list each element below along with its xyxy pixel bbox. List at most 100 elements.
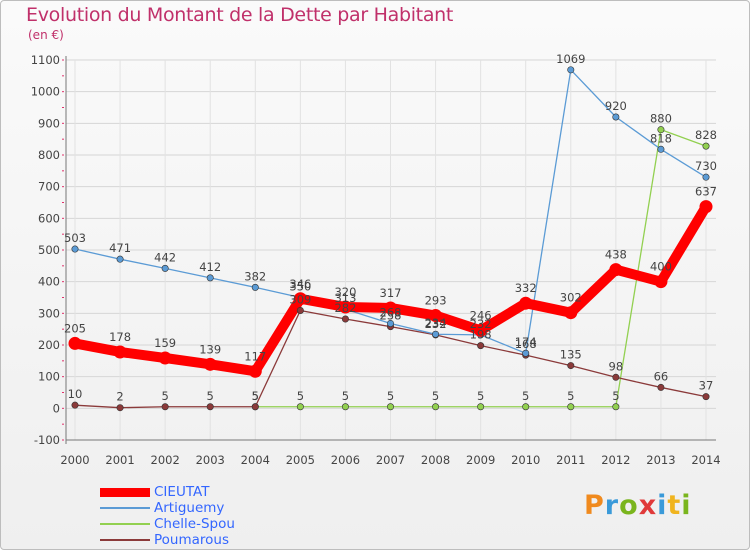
data-point-poumarous	[657, 383, 665, 391]
legend-swatch	[100, 488, 150, 497]
data-label-artiguemy: 730	[695, 159, 717, 173]
chart-unit-label: (en €)	[28, 28, 64, 42]
data-label-artiguemy: 234	[425, 316, 447, 330]
y-tick-label: 700	[38, 180, 60, 194]
data-label-chelle-spou: 5	[567, 389, 574, 403]
data-point-cieutat	[474, 323, 488, 337]
chart-title: Evolution du Montant de la Dette par Hab…	[26, 4, 454, 26]
data-label-poumarous: 98	[609, 359, 624, 373]
data-label-cieutat: 139	[199, 342, 221, 356]
legend-item-cieutat: CIEUTAT	[100, 484, 300, 500]
data-label-cieutat: 302	[560, 291, 582, 305]
legend-label: Chelle-Spou	[154, 516, 235, 532]
data-point-chelle-spou	[522, 403, 530, 411]
legend-swatch	[100, 539, 150, 541]
data-label-chelle-spou: 5	[432, 389, 439, 403]
data-label-cieutat: 205	[64, 321, 86, 335]
data-label-cieutat: 400	[650, 260, 672, 274]
data-point-artiguemy	[206, 274, 214, 282]
x-tick-label: 2014	[691, 453, 720, 467]
data-label-cieutat: 159	[154, 336, 176, 350]
legend-item-artiguemy: Artiguemy	[100, 500, 300, 516]
data-label-chelle-spou: 5	[252, 389, 259, 403]
data-label-poumarous: 309	[289, 292, 311, 306]
data-point-poumarous	[702, 393, 710, 401]
data-point-poumarous	[71, 401, 79, 409]
data-label-poumarous: 10	[68, 387, 83, 401]
x-tick-label: 2006	[331, 453, 360, 467]
data-point-poumarous	[477, 342, 485, 350]
y-tick-label: 1100	[31, 53, 60, 67]
data-point-cieutat	[158, 351, 172, 365]
data-label-artiguemy: 174	[515, 335, 537, 349]
data-point-artiguemy	[567, 66, 575, 74]
data-label-poumarous: 168	[515, 337, 537, 351]
data-point-cieutat	[429, 309, 443, 323]
data-label-artiguemy: 920	[605, 99, 627, 113]
data-point-cieutat	[293, 292, 307, 306]
data-label-poumarous: 258	[380, 309, 402, 323]
data-point-cieutat	[519, 296, 533, 310]
data-point-poumarous	[161, 403, 169, 411]
x-tick-label: 2002	[151, 453, 180, 467]
data-label-chelle-spou: 828	[695, 128, 717, 142]
y-tick-label: 1000	[31, 85, 60, 99]
data-point-cieutat	[699, 200, 713, 214]
y-tick-label: 900	[38, 116, 60, 130]
y-tick-label: 600	[38, 211, 60, 225]
data-point-poumarous	[116, 404, 124, 412]
y-tick-label: 400	[38, 275, 60, 289]
data-point-cieutat	[338, 300, 352, 314]
data-point-poumarous	[206, 403, 214, 411]
data-point-chelle-spou	[702, 142, 710, 150]
data-point-cieutat	[203, 357, 217, 371]
data-point-chelle-spou	[341, 403, 349, 411]
data-label-poumarous: 198	[470, 328, 492, 342]
x-tick-label: 2012	[601, 453, 630, 467]
data-point-chelle-spou	[477, 403, 485, 411]
data-label-cieutat: 332	[515, 281, 537, 295]
data-label-artiguemy: 818	[650, 131, 672, 145]
data-label-chelle-spou: 5	[612, 389, 619, 403]
data-label-poumarous: 66	[654, 369, 669, 383]
data-point-artiguemy	[522, 349, 530, 357]
x-tick-label: 2001	[105, 453, 134, 467]
data-label-cieutat: 117	[244, 349, 266, 363]
legend-label: CIEUTAT	[154, 484, 210, 500]
y-tick-label: 500	[38, 243, 60, 257]
data-label-poumarous: 135	[560, 348, 582, 362]
data-label-cieutat: 317	[380, 286, 402, 300]
data-point-chelle-spou	[612, 403, 620, 411]
data-label-chelle-spou: 5	[297, 389, 304, 403]
data-point-cieutat	[68, 336, 82, 350]
y-tick-label: 300	[38, 306, 60, 320]
y-tick-label: -100	[34, 433, 60, 447]
data-point-cieutat	[113, 345, 127, 359]
x-tick-label: 2000	[60, 453, 89, 467]
x-tick-label: 2003	[196, 453, 225, 467]
legend-label: Artiguemy	[154, 500, 225, 516]
data-label-chelle-spou: 5	[477, 389, 484, 403]
data-point-artiguemy	[702, 173, 710, 181]
legend-swatch	[100, 507, 150, 509]
data-label-cieutat: 293	[425, 294, 447, 308]
x-tick-label: 2008	[421, 453, 450, 467]
data-label-artiguemy: 1069	[556, 52, 585, 66]
x-tick-label: 2004	[241, 453, 270, 467]
legend-label: Poumarous	[154, 532, 230, 548]
data-label-poumarous: 2	[116, 390, 123, 404]
data-label-chelle-spou: 5	[387, 389, 394, 403]
data-point-poumarous	[341, 315, 349, 323]
data-point-cieutat	[609, 263, 623, 277]
data-label-artiguemy: 503	[64, 231, 86, 245]
data-point-artiguemy	[612, 113, 620, 121]
legend-item-chelle-spou: Chelle-Spou	[100, 516, 300, 532]
x-tick-label: 2005	[286, 453, 315, 467]
data-label-cieutat: 637	[695, 185, 717, 199]
data-point-chelle-spou	[432, 403, 440, 411]
data-point-chelle-spou	[657, 126, 665, 134]
data-label-chelle-spou: 5	[342, 389, 349, 403]
proxiti-logo: Proxiti	[584, 490, 692, 521]
data-point-artiguemy	[657, 145, 665, 153]
